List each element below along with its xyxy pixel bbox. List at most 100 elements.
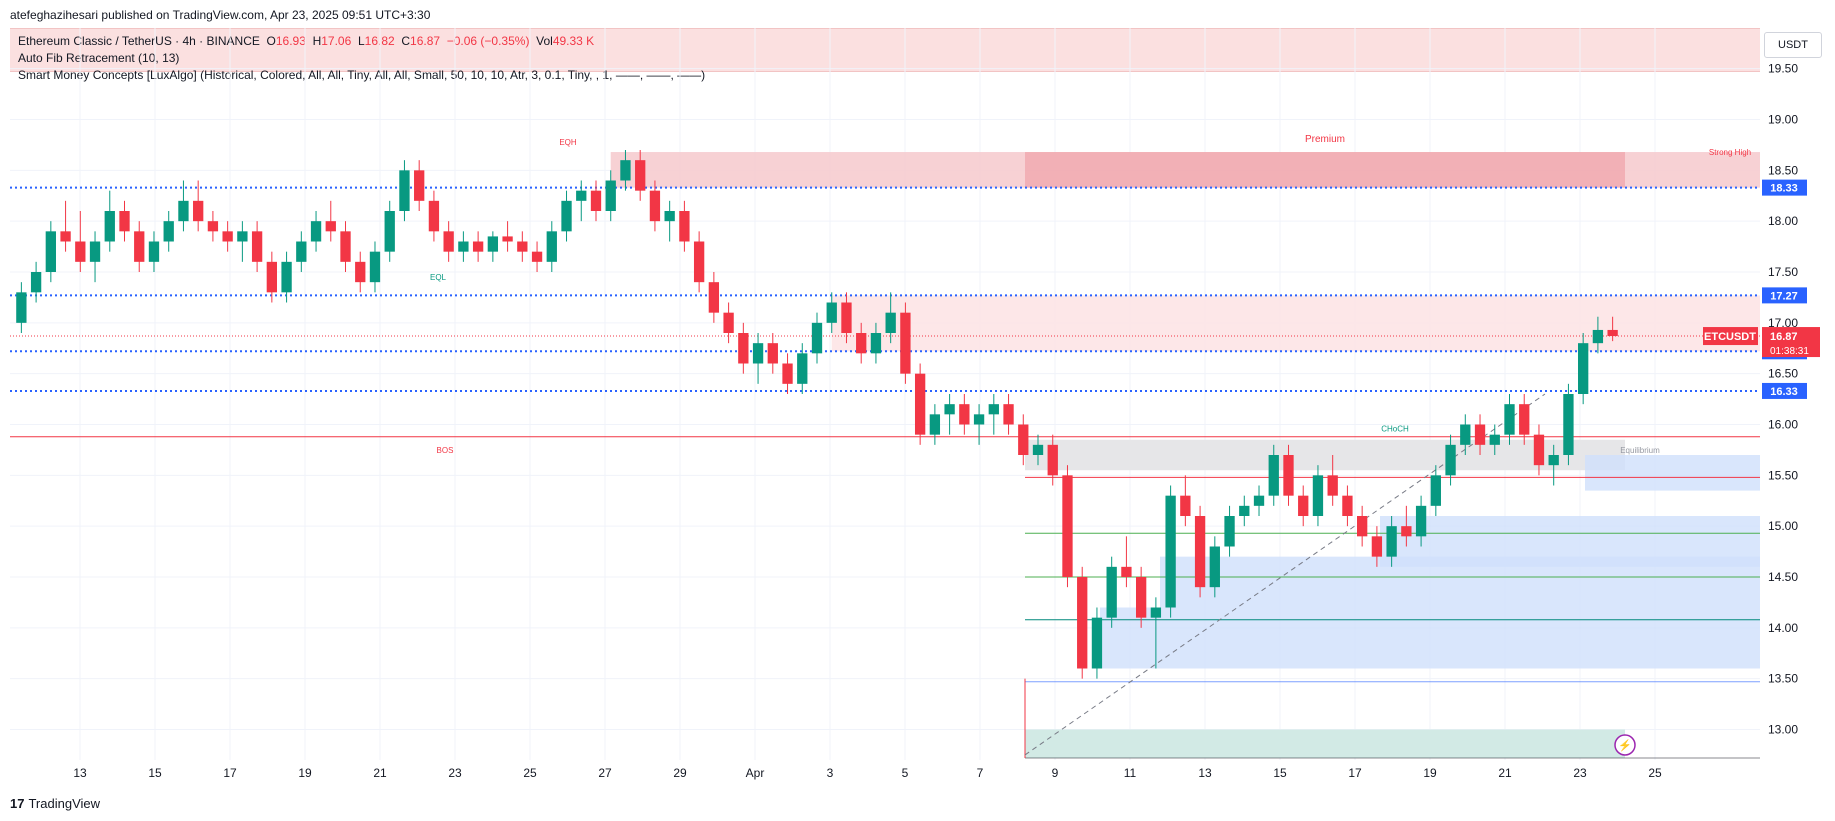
candle xyxy=(428,200,440,232)
x-tick-label: 7 xyxy=(977,766,984,780)
candle xyxy=(16,292,27,323)
candle xyxy=(1519,404,1530,435)
x-tick-label: 23 xyxy=(1573,766,1587,780)
demand-zone-4 xyxy=(1100,607,1760,669)
candle xyxy=(1224,516,1235,547)
candle xyxy=(914,373,926,435)
candle xyxy=(1533,434,1545,466)
candle xyxy=(944,404,955,415)
candle xyxy=(1032,444,1044,455)
x-tick-label: 3 xyxy=(827,766,834,780)
x-tick-label: 23 xyxy=(448,766,462,780)
candle xyxy=(1165,495,1176,608)
candle xyxy=(222,231,233,242)
equilibrium-zone xyxy=(1025,439,1625,471)
candle xyxy=(266,261,278,293)
price-tag-label: 16.33 xyxy=(1770,386,1798,398)
candle xyxy=(664,211,675,222)
candle xyxy=(1253,495,1265,506)
open-label: O xyxy=(266,34,276,48)
y-tick-label: 18.50 xyxy=(1768,163,1798,177)
discount-zone xyxy=(1025,729,1625,758)
candle xyxy=(355,261,366,283)
candle xyxy=(900,312,911,374)
x-tick-label: 21 xyxy=(373,766,387,780)
candle xyxy=(738,333,749,364)
indicator-smc-legend[interactable]: Smart Money Concepts [LuxAlgo] (Historic… xyxy=(18,68,706,82)
candle xyxy=(134,231,145,262)
candle xyxy=(1018,424,1029,455)
annotation-label: Equilibrium xyxy=(1620,446,1660,455)
price-tag xyxy=(1762,179,1807,196)
candle xyxy=(561,200,572,232)
symbol-tag-label: ETCUSDT xyxy=(1704,331,1756,343)
candle xyxy=(1415,505,1427,537)
candle xyxy=(1268,455,1279,496)
candle xyxy=(546,231,557,262)
candle xyxy=(929,414,941,435)
currency-selector[interactable]: USDT xyxy=(1764,32,1822,58)
candle xyxy=(89,241,101,262)
high-value: 17.06 xyxy=(321,34,352,48)
candle xyxy=(635,160,646,191)
candle xyxy=(1474,424,1486,445)
candle xyxy=(281,261,292,293)
candle xyxy=(649,190,661,222)
candle xyxy=(590,190,602,211)
candle xyxy=(1445,444,1456,476)
candle xyxy=(1194,516,1206,588)
candle xyxy=(75,241,86,262)
candle xyxy=(487,236,499,252)
candle xyxy=(178,200,189,222)
countdown-label: 01:38:31 xyxy=(1770,346,1809,357)
x-tick-label: 15 xyxy=(148,766,162,780)
candle xyxy=(325,221,336,232)
candle xyxy=(148,241,160,262)
candle xyxy=(826,302,837,323)
price-tag xyxy=(1762,382,1807,399)
candle xyxy=(1062,475,1073,577)
annotation-label: Strong High xyxy=(1709,148,1751,157)
y-tick-label: 13.00 xyxy=(1768,723,1798,737)
price-tag-label: 18.33 xyxy=(1770,183,1798,195)
candle xyxy=(988,404,999,415)
candle xyxy=(1592,329,1604,344)
x-tick-label: 13 xyxy=(1198,766,1212,780)
candle xyxy=(369,251,381,283)
candle xyxy=(856,333,867,354)
change-value: −0.06 (−0.35%) xyxy=(446,34,530,48)
symbol-tag xyxy=(1703,327,1758,346)
x-tick-label: 19 xyxy=(1423,766,1437,780)
candle xyxy=(1209,546,1220,588)
x-tick-label: 9 xyxy=(1052,766,1059,780)
vol-label: Vol xyxy=(536,34,553,48)
candle xyxy=(782,363,793,384)
candle xyxy=(502,236,513,242)
indicator-fib-legend[interactable]: Auto Fib Retracement (10, 13) xyxy=(18,51,180,65)
candle xyxy=(1548,455,1559,466)
fib-trend-line xyxy=(1024,393,1546,756)
y-tick-label: 14.50 xyxy=(1768,570,1798,584)
close-label: C xyxy=(401,34,411,48)
symbol-legend[interactable]: Ethereum Classic / TetherUS · 4h · BINAN… xyxy=(18,34,594,48)
annotation-label: CHoCH xyxy=(1381,425,1409,434)
candle xyxy=(207,221,219,232)
candle xyxy=(1298,495,1309,516)
candle xyxy=(45,231,56,272)
candle xyxy=(797,353,808,384)
y-tick-label: 16.00 xyxy=(1768,418,1798,432)
candle xyxy=(251,231,263,262)
candle xyxy=(458,241,469,252)
y-tick-label: 15.00 xyxy=(1768,519,1798,533)
y-tick-label: 15.50 xyxy=(1768,468,1798,482)
candle xyxy=(885,312,896,333)
candle xyxy=(679,211,690,242)
demand-zone-1 xyxy=(1585,455,1760,491)
x-tick-label: 13 xyxy=(73,766,87,780)
candle xyxy=(1563,394,1574,455)
low-label: L xyxy=(357,34,365,48)
current-price-label: 16.87 xyxy=(1770,331,1798,343)
y-tick-label: 18.00 xyxy=(1768,214,1798,228)
candle xyxy=(576,190,587,201)
